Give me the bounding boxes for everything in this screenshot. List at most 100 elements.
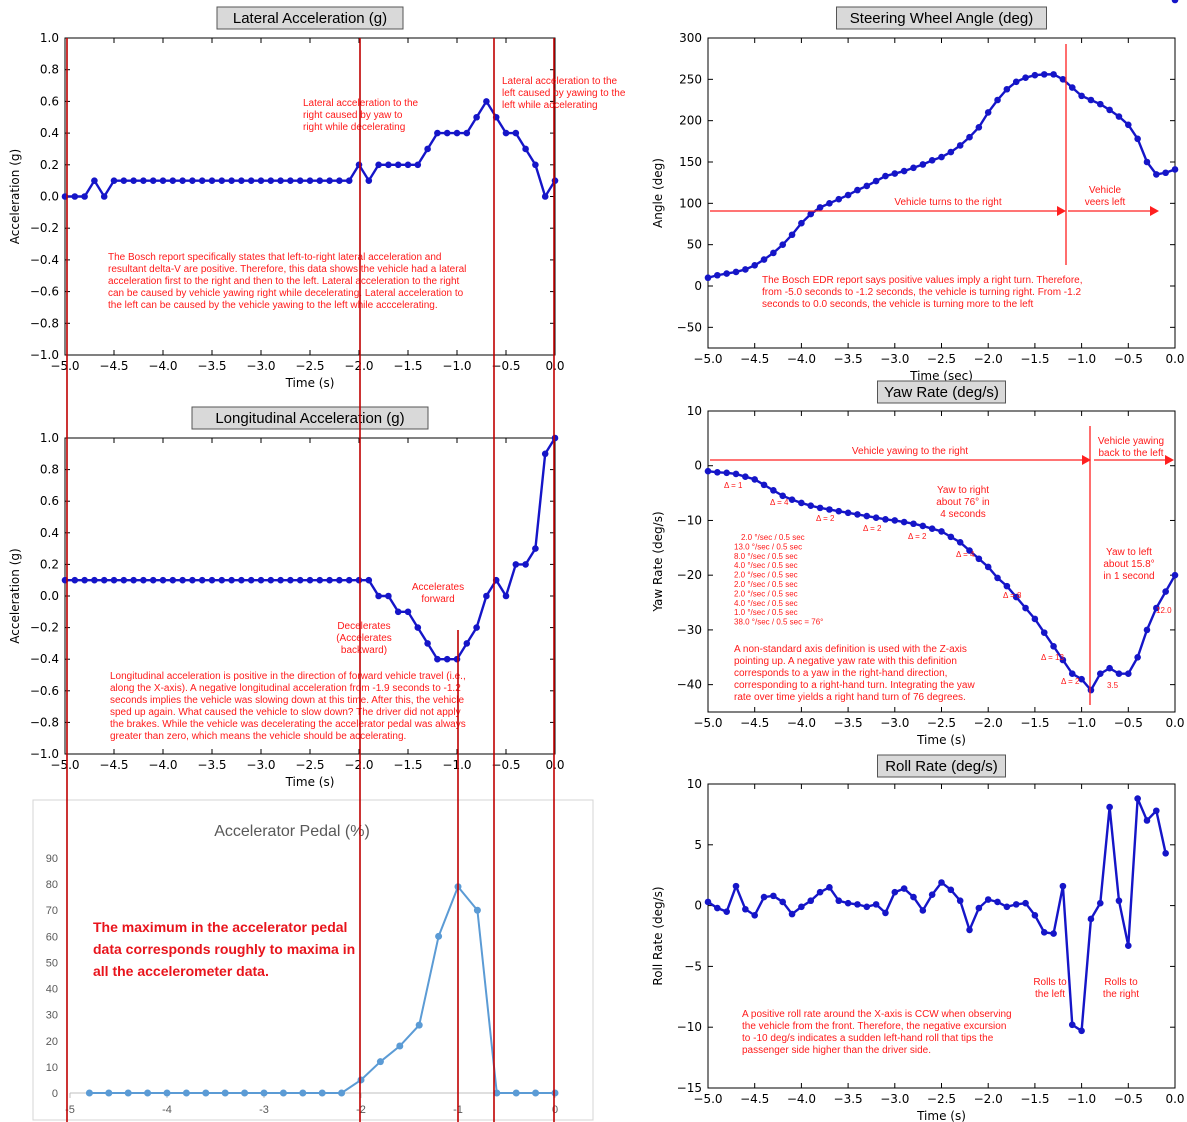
data-point	[1153, 604, 1160, 612]
x-tick-label: −1.5	[393, 359, 422, 373]
data-point	[891, 170, 899, 177]
data-point	[473, 113, 480, 121]
x-tick-label: −1.5	[393, 758, 422, 772]
data-point	[1096, 670, 1104, 677]
data-point	[336, 177, 343, 184]
x-tick-label: -5	[65, 1104, 75, 1116]
delta-label: Δ = 4	[956, 550, 975, 559]
data-point	[357, 1076, 365, 1084]
data-point	[1171, 0, 1179, 4]
y-tick-label: −15	[677, 1081, 702, 1095]
y-tick-label: 50	[46, 957, 58, 969]
chart-frame	[32, 799, 594, 1121]
annotation: Lateral acceleration to the left caused b…	[502, 76, 626, 111]
data-point	[532, 161, 539, 169]
data-point	[891, 888, 899, 896]
data-point	[375, 161, 382, 169]
x-tick-label: −4.5	[99, 359, 128, 373]
arrow-head	[1082, 455, 1091, 465]
data-point	[247, 177, 255, 184]
y-tick-label: −0.4	[30, 253, 59, 267]
data-point	[182, 1089, 190, 1097]
data-point	[844, 191, 852, 199]
x-tick-label: −2.5	[295, 359, 324, 373]
x-tick-label: −1.5	[1020, 716, 1049, 730]
chart-title-box	[216, 6, 404, 30]
x-tick-label: −3.0	[246, 359, 275, 373]
x-tick-label: −3.0	[246, 758, 275, 772]
x-tick-label: -4	[162, 1104, 172, 1116]
data-point	[473, 906, 481, 914]
data-point	[179, 576, 186, 584]
data-point	[483, 98, 490, 105]
data-point	[365, 576, 373, 584]
data-point	[218, 177, 226, 184]
y-tick-label: −1.0	[30, 747, 59, 761]
x-tick-label: −4.0	[787, 352, 816, 366]
data-point	[760, 893, 768, 901]
data-point	[714, 468, 721, 476]
chart-lat: Lateral Acceleration (g) −5.0 −4.5 −4.0 −3.5…	[8, 6, 565, 390]
y-tick-label: 250	[679, 72, 702, 86]
data-point	[394, 608, 402, 616]
x-tick-label: −2.0	[974, 716, 1003, 730]
y-tick-label: −0.6	[30, 684, 59, 698]
data-point	[723, 270, 730, 277]
data-point	[1068, 1021, 1076, 1029]
y-tick-label: 0.4	[40, 526, 59, 540]
data-point	[260, 1089, 268, 1097]
data-point	[1162, 850, 1169, 857]
y-tick-label: 10	[687, 404, 702, 418]
y-tick-label: −40	[677, 678, 702, 692]
data-point	[424, 640, 431, 647]
x-tick-label: −2.5	[927, 352, 956, 366]
data-point	[316, 177, 324, 184]
data-point	[723, 469, 730, 477]
y-tick-label: 0.8	[40, 63, 59, 77]
data-point	[947, 148, 955, 156]
data-point	[826, 884, 833, 891]
y-tick-label: 30	[46, 1010, 58, 1022]
data-point	[742, 905, 749, 913]
data-point	[316, 576, 324, 584]
x-axis-label: Time (s)	[285, 775, 335, 789]
data-point	[835, 507, 843, 515]
data-point	[238, 177, 245, 184]
data-point	[91, 576, 98, 584]
x-tick-label: −2.0	[974, 1092, 1003, 1106]
x-tick-label: −0.5	[491, 758, 520, 772]
data-point	[144, 1089, 152, 1097]
data-point	[493, 1089, 501, 1097]
data-point	[704, 274, 712, 282]
chart-title: Lateral Acceleration (g)	[233, 10, 387, 27]
data-point	[551, 434, 559, 442]
data-point	[1143, 158, 1151, 166]
data-point	[844, 899, 852, 907]
data-point	[169, 177, 177, 184]
x-tick-label: −4.0	[787, 716, 816, 730]
data-point	[241, 1089, 249, 1097]
data-point	[435, 932, 443, 940]
delta-label: Δ = 13	[1041, 653, 1064, 662]
data-point	[1068, 670, 1076, 677]
data-point	[532, 545, 539, 552]
data-point	[770, 892, 777, 900]
arrow-head	[1165, 455, 1174, 465]
annotation: Vehicle turns to the right	[894, 197, 1002, 208]
data-point	[704, 467, 712, 475]
data-point	[541, 193, 549, 200]
x-tick-label: −4.5	[740, 352, 769, 366]
data-point	[760, 481, 768, 489]
x-tick-label: 0.0	[545, 359, 564, 373]
data-point	[208, 576, 216, 584]
data-point	[218, 576, 226, 584]
data-point	[532, 1089, 540, 1097]
data-point	[1068, 84, 1076, 91]
data-point	[296, 177, 304, 184]
data-point	[1003, 582, 1011, 590]
data-point	[872, 514, 880, 522]
y-tick-label: 300	[679, 31, 702, 45]
data-point	[1134, 653, 1141, 661]
y-tick-label: −5	[684, 959, 702, 973]
data-point	[355, 576, 363, 584]
